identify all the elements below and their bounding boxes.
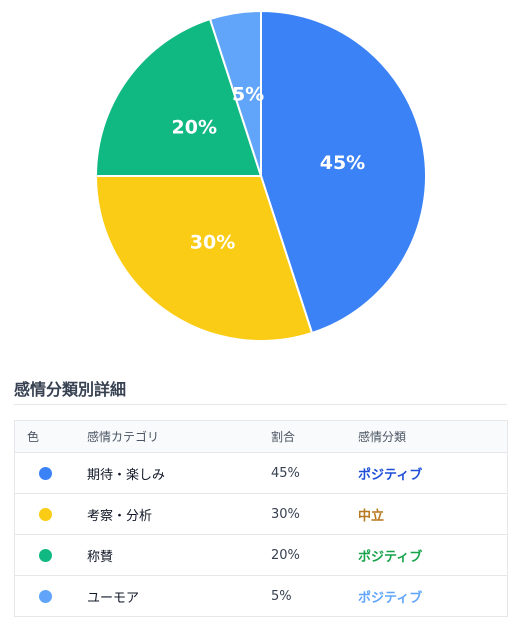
- pie-slice-2: [94, 17, 263, 177]
- color-dot: [39, 507, 52, 521]
- pie-label-2: 20%: [172, 117, 217, 139]
- pie-slice-0: [260, 9, 427, 335]
- header-color: 色: [14, 420, 87, 453]
- category-cell: 考察・分析: [87, 493, 271, 535]
- classification-cell: ポジティブ: [358, 575, 508, 617]
- table-row: ユーモア 5% ポジティブ: [14, 575, 508, 617]
- pie-slice-3: [208, 9, 262, 177]
- category-cell: ユーモア: [87, 575, 271, 617]
- classification-cell: 中立: [358, 493, 508, 535]
- table-row: 考察・分析 30% 中立: [14, 493, 508, 535]
- header-classification: 感情分類: [358, 420, 508, 453]
- pie-label-0: 45%: [320, 152, 365, 174]
- ratio-cell: 30%: [271, 493, 358, 535]
- pie-slice-1: [94, 175, 314, 342]
- ratio-cell: 5%: [271, 575, 358, 617]
- details-table: 色 感情カテゴリ 割合 感情分類 期待・楽しみ 45% ポジティブ 考察・分析 …: [14, 420, 508, 617]
- pie-label-3: 5%: [232, 84, 264, 106]
- color-dot: [39, 548, 52, 562]
- color-dot: [39, 589, 52, 603]
- ratio-cell: 20%: [271, 534, 358, 576]
- header-ratio: 割合: [271, 420, 358, 453]
- category-cell: 期待・楽しみ: [87, 452, 271, 494]
- table-row: 称賛 20% ポジティブ: [14, 534, 508, 576]
- details-title: 感情分類別詳細: [14, 380, 127, 399]
- title-divider: [14, 404, 507, 405]
- category-cell: 称賛: [87, 534, 271, 576]
- pie-label-1: 30%: [190, 232, 235, 254]
- sentiment-pie-chart: 45% 30% 20% 5%: [94, 9, 427, 342]
- table-header-row: 色 感情カテゴリ 割合 感情分類: [14, 420, 508, 453]
- header-category: 感情カテゴリ: [87, 420, 271, 453]
- table-row: 期待・楽しみ 45% ポジティブ: [14, 452, 508, 494]
- classification-cell: ポジティブ: [358, 452, 508, 494]
- ratio-cell: 45%: [271, 452, 358, 494]
- classification-cell: ポジティブ: [358, 534, 508, 576]
- color-dot: [39, 466, 52, 480]
